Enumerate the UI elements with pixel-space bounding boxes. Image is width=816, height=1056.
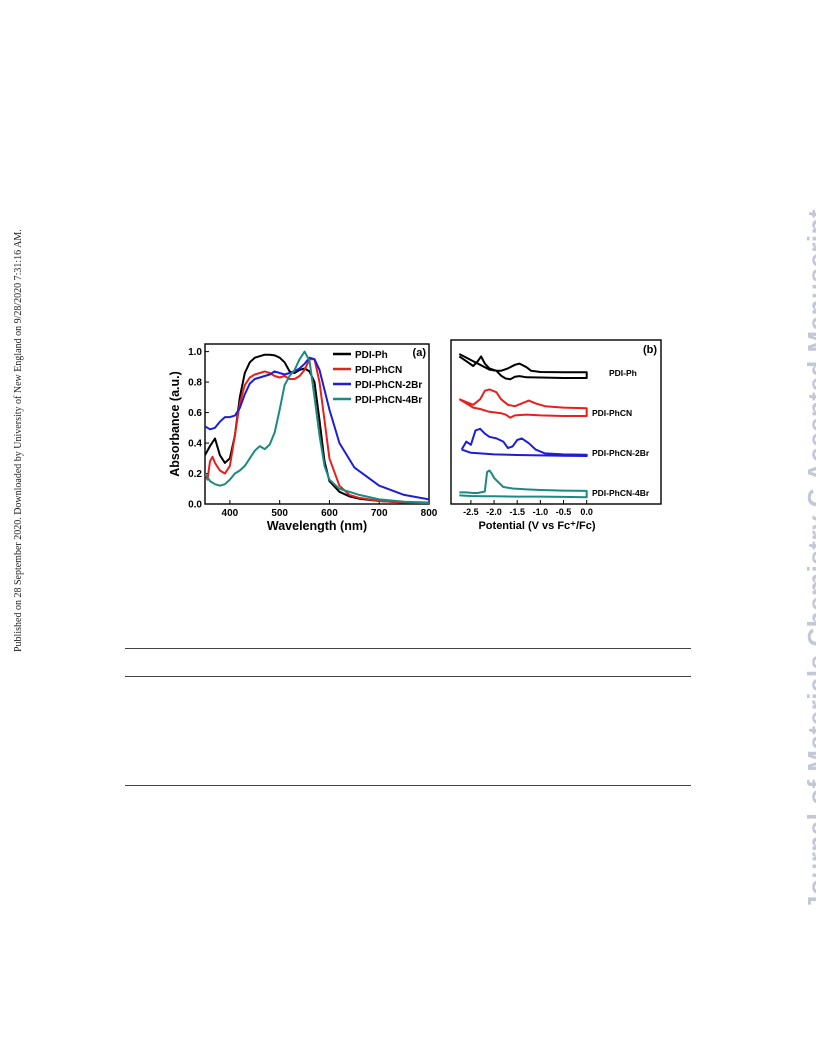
x-tick-label-b: 0.0	[580, 507, 593, 517]
x-tick-label-b: -2.0	[486, 507, 502, 517]
series-line-pdi-phcn	[205, 358, 429, 504]
x-tick-label-a: 700	[371, 508, 388, 519]
x-tick-label-a: 800	[421, 508, 438, 519]
x-axis-title-b: Potential (V vs Fc⁺/Fc)	[478, 520, 595, 532]
trace-label-pdi-phcn: PDI-PhCN	[592, 408, 632, 418]
trace-label-pdi-phcn-2br: PDI-PhCN-2Br	[592, 448, 650, 458]
x-tick-label-a: 400	[222, 508, 239, 519]
series-line-pdi-phcn-2br	[205, 356, 429, 501]
trace-label-pdi-ph: PDI-Ph	[609, 368, 637, 378]
legend-label-pdi-ph: PDI-Ph	[355, 350, 388, 361]
cyclic-voltammetry-chart: -2.5 -2.0 -1.5 -1.0 -0.5 0.0 Potential (V vs F…	[450, 339, 662, 532]
panel-label-b: (b)	[643, 344, 657, 356]
series-line-pdi-ph	[205, 353, 429, 504]
cv-trace-pdi-phcn-4br	[459, 469, 588, 499]
table-rule-header	[125, 676, 691, 677]
trace-label-pdi-phcn-4br: PDI-PhCN-4Br	[592, 488, 650, 498]
x-tick-label-b: -1.5	[509, 507, 525, 517]
side-note-text: Published on 28 September 2020. Download…	[13, 229, 24, 652]
cv-trace-pdi-phcn	[458, 388, 588, 419]
y-tick-label-a: 0.8	[188, 378, 202, 389]
table-rule-bottom	[125, 785, 691, 786]
legend-label-pdi-phcn: PDI-PhCN	[355, 365, 402, 376]
y-tick-label-a: 0.4	[188, 439, 202, 450]
x-tick-label-a: 500	[271, 508, 288, 519]
y-axis-title-a: Absorbance (a.u.)	[168, 371, 182, 477]
x-tick-label-b: -0.5	[556, 507, 572, 517]
y-tick-label-a: 0.0	[188, 500, 202, 511]
plot-frame-a	[204, 343, 430, 505]
cv-trace-pdi-ph	[458, 353, 588, 381]
cv-trace-pdi-phcn-2br	[460, 427, 588, 457]
series-line-pdi-phcn-4br	[205, 350, 429, 504]
legend-label-pdi-phcn-2br: PDI-PhCN-2Br	[355, 380, 422, 391]
y-tick-label-a: 0.2	[188, 469, 202, 480]
panel-label-a: (a)	[413, 347, 427, 359]
watermark-text: Journal of Materials Chemistry C Accepte…	[802, 208, 816, 910]
absorbance-chart: 400 500 600 700 800 0.0 0.2 0.4 0.6 0.8 1.0 Wavelen…	[168, 343, 438, 533]
plot-frame-b	[450, 339, 662, 505]
x-tick-label-b: -1.0	[533, 507, 549, 517]
x-tick-label-b: -2.5	[463, 507, 479, 517]
x-tick-label-a: 600	[321, 508, 338, 519]
legend-label-pdi-phcn-4br: PDI-PhCN-4Br	[355, 395, 422, 406]
y-tick-label-a: 1.0	[188, 347, 202, 358]
table-rule-top	[125, 648, 691, 649]
y-tick-label-a: 0.6	[188, 408, 202, 419]
x-axis-title-a: Wavelength (nm)	[267, 519, 367, 533]
